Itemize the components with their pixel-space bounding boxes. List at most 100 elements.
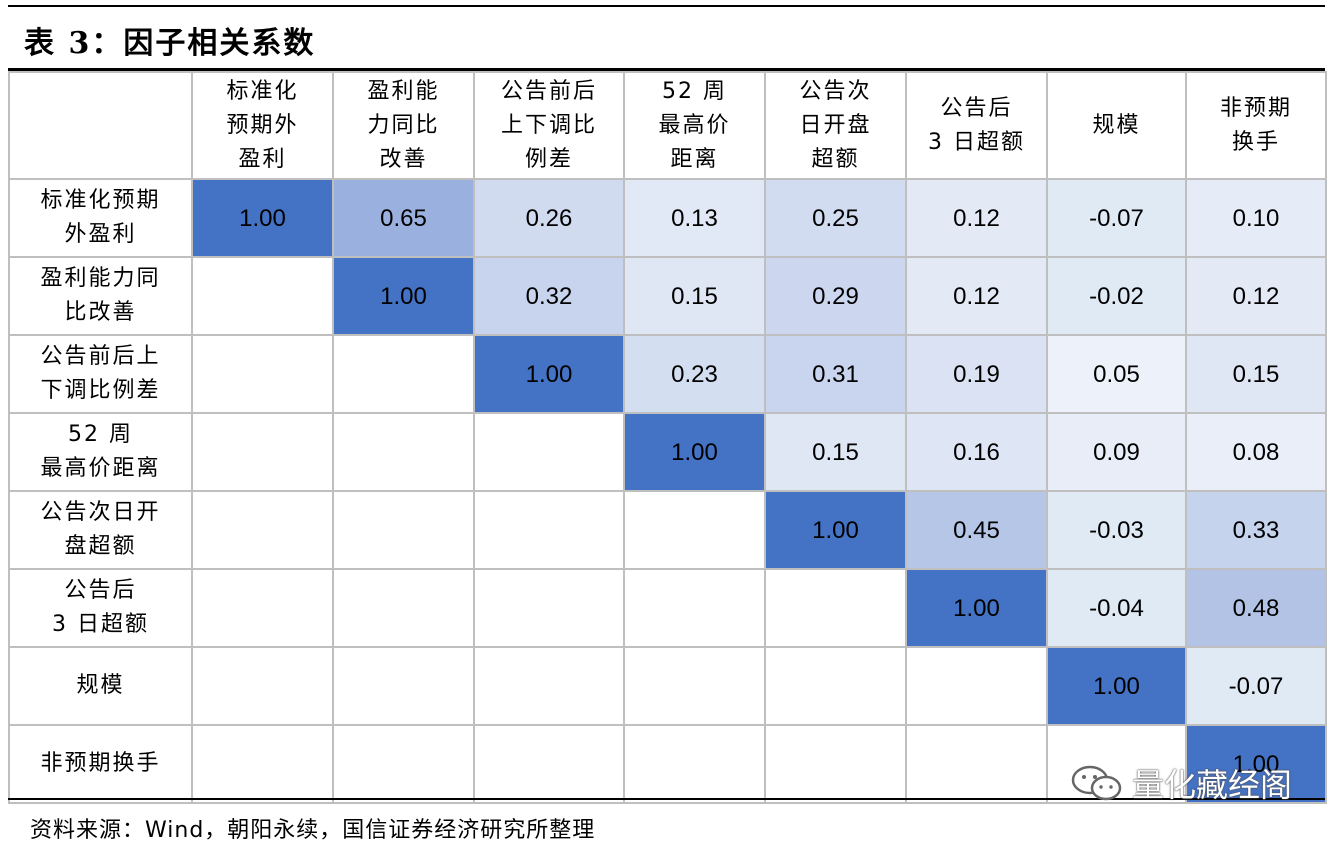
label-line: 比改善 [64,300,137,325]
label-line: 52 周 [662,78,727,104]
correlation-cell [332,724,475,804]
top-rule [8,5,1325,7]
wechat-icon [1071,765,1122,801]
row-header: 标准化预期 外盈利 [8,178,193,258]
label-line: 预期外 [226,112,299,138]
correlation-cell [473,646,625,726]
cell-value: -0.04 [1089,594,1144,622]
cell-value: 0.12 [953,282,1000,310]
cell-value: 1.00 [1093,672,1140,700]
correlation-cell: 0.48 [1185,568,1327,648]
label-line: 距离 [670,146,719,172]
table-row: 标准化预期 外盈利 1.00 0.65 0.26 0.13 0.25 0.12 -0.07 0.1… [8,178,1327,258]
table-row: 盈利能力同 比改善 1.00 0.32 0.15 0.29 0.12 -0.02 0.12 [8,256,1327,336]
column-header: 公告次 日开盘 超额 [764,71,907,180]
correlation-cell [764,724,907,804]
cell-value: 0.12 [1232,282,1280,310]
correlation-cell: -0.03 [1046,490,1187,570]
correlation-cell: 0.15 [623,256,766,336]
cell-value: 0.26 [525,204,573,232]
source-note: 资料来源：Wind，朝阳永续，国信证券经济研究所整理 [30,818,596,843]
cell-value: 0.05 [1093,360,1140,388]
correlation-cell [191,568,334,648]
correlation-cell: 0.65 [332,178,475,258]
cell-value: -0.03 [1089,516,1144,544]
label-line: 最高价距离 [40,456,161,481]
correlation-cell [905,724,1048,804]
cell-value: -0.07 [1228,672,1284,700]
correlation-cell: 0.12 [905,256,1048,336]
correlation-cell: 0.05 [1046,334,1187,414]
label-line: 换手 [1231,129,1280,155]
correlation-cell: -0.04 [1046,568,1187,648]
correlation-cell: 0.09 [1046,412,1187,492]
correlation-cell: 0.08 [1185,412,1327,492]
correlation-cell [332,646,475,726]
correlation-cell [623,724,766,804]
correlation-cell [473,568,625,648]
row-header: 规模 [8,646,193,726]
row-header: 公告次日开 盘超额 [8,490,193,570]
correlation-cell: -0.07 [1046,178,1187,258]
correlation-cell: -0.07 [1185,646,1327,726]
cell-value: 1.00 [671,438,718,466]
table-row: 公告次日开 盘超额 1.00 0.45 -0.03 0.33 [8,490,1327,570]
correlation-cell [191,412,334,492]
label-line: 公告后 [940,95,1013,121]
label-line: 标准化 [226,78,299,104]
correlation-cell: 1.00 [1185,724,1327,804]
label-line: 非预期换手 [40,751,161,776]
column-header: 标准化 预期外 盈利 [191,71,334,180]
cell-value: 1.00 [380,282,427,310]
cell-value: 0.25 [812,204,859,232]
correlation-cell: 0.23 [623,334,766,414]
correlation-table: 标准化 预期外 盈利 盈利能 力同比 改善 公告前后 上下调比 例差 52 周最高价 距离 公告次 日开… [8,71,1327,804]
correlation-cell: 1.00 [905,568,1048,648]
cell-value: 0.10 [1232,204,1280,232]
correlation-cell: 1.00 [623,412,766,492]
column-header: 非预期 换手 [1185,71,1327,180]
label-line: 上下调比 [500,112,597,138]
label-line: 公告前后 [500,78,597,104]
label-line: 下调比例差 [40,378,161,403]
label-line: 力同比 [367,112,440,138]
label-line: 公告后 [64,578,137,603]
corner-cell [8,71,193,180]
column-header: 公告后 3 日超额 [905,71,1048,180]
title-rule [8,68,1325,71]
cell-value: 0.33 [1232,516,1280,544]
watermark: 量化藏经阁 [1070,760,1292,806]
cell-value: 0.45 [953,516,1000,544]
correlation-cell [473,412,625,492]
label-line: 盘超额 [64,534,137,559]
cell-value: 1.00 [239,204,286,232]
correlation-cell [191,646,334,726]
cell-value: 0.09 [1093,438,1140,466]
row-header: 非预期换手 [8,724,193,804]
correlation-cell: 0.19 [905,334,1048,414]
correlation-cell [623,490,766,570]
correlation-cell: 0.15 [764,412,907,492]
correlation-cell: 0.13 [623,178,766,258]
cell-value: 0.48 [1232,594,1280,622]
correlation-cell: 0.29 [764,256,907,336]
label-line: 标准化预期 [40,188,161,213]
correlation-cell: 0.12 [905,178,1048,258]
table-row: 非预期换手 1.00 [8,724,1327,804]
correlation-cell: 1.00 [1046,646,1187,726]
table-row: 公告后 3 日超额 1.00 -0.04 0.48 [8,568,1327,648]
table-row: 规模 1.00 -0.07 [8,646,1327,726]
label-line: 超额 [811,146,860,172]
row-header: 52 周最高价距离 [8,412,193,492]
column-header: 公告前后 上下调比 例差 [473,71,625,180]
label-line: 52 周 [68,422,133,447]
correlation-cell: 0.15 [1185,334,1327,414]
cell-value: 1.00 [953,594,1000,622]
row-header: 公告前后上 下调比例差 [8,334,193,414]
label-line: 日开盘 [799,112,872,138]
cell-value: 0.12 [953,204,1000,232]
table-row: 52 周最高价距离 1.00 0.15 0.16 0.09 0.08 [8,412,1327,492]
cell-value: 0.19 [953,360,1000,388]
correlation-cell: 0.33 [1185,490,1327,570]
correlation-cell: 0.16 [905,412,1048,492]
